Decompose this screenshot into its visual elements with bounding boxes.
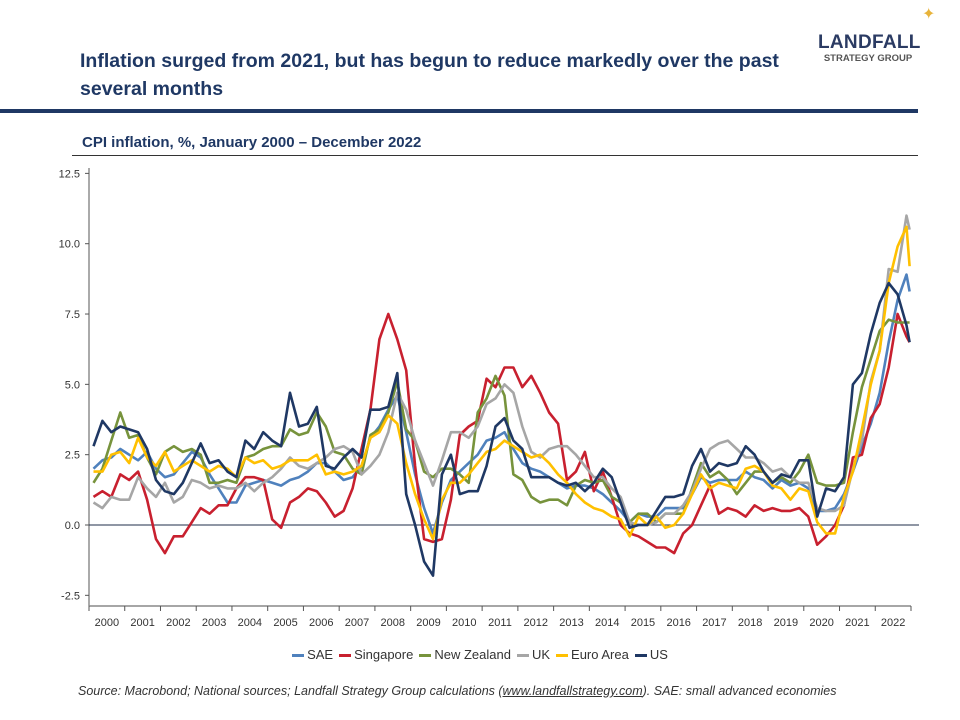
star-icon: ✦ bbox=[922, 6, 936, 23]
y-tick-label: 12.5 bbox=[59, 168, 80, 180]
series-line-us bbox=[92, 281, 911, 577]
legend-swatch bbox=[634, 654, 647, 658]
x-tick-label: 2014 bbox=[595, 617, 619, 629]
x-tick-label: 2016 bbox=[666, 617, 690, 629]
legend-item: Euro Area bbox=[556, 647, 629, 662]
x-tick-label: 2009 bbox=[416, 617, 440, 629]
legend-label: New Zealand bbox=[434, 647, 511, 662]
x-tick-label: 2006 bbox=[309, 617, 333, 629]
x-tick-label: 2002 bbox=[166, 617, 190, 629]
page-title: Inflation surged from 2021, but has begu… bbox=[80, 50, 779, 100]
x-tick-label: 2012 bbox=[523, 617, 547, 629]
chart-title: CPI inflation, %, January 2000 – Decembe… bbox=[82, 134, 422, 151]
chart-legend: SAE Singapore New Zealand UK Euro Area US bbox=[0, 647, 960, 662]
legend-item: Singapore bbox=[339, 647, 413, 662]
legend-label: US bbox=[649, 647, 668, 662]
y-tick-label: 2.5 bbox=[65, 450, 80, 462]
legend-swatch bbox=[292, 654, 305, 658]
legend-label: Singapore bbox=[354, 647, 414, 662]
legend-item: New Zealand bbox=[419, 647, 511, 662]
x-tick-label: 2003 bbox=[202, 617, 226, 629]
x-tick-label: 2021 bbox=[845, 617, 869, 629]
x-tick-label: 2018 bbox=[738, 617, 762, 629]
x-tick-label: 2019 bbox=[774, 617, 798, 629]
legend-swatch bbox=[516, 654, 529, 658]
series-line-new-zealand bbox=[92, 318, 910, 524]
x-tick-label: 2007 bbox=[345, 617, 369, 629]
legend-swatch bbox=[419, 654, 432, 658]
y-tick-label: 7.5 bbox=[65, 309, 80, 321]
x-tick-label: 2005 bbox=[273, 617, 297, 629]
x-tick-label: 2010 bbox=[452, 617, 476, 629]
header-divider bbox=[0, 109, 918, 113]
x-tick-label: 2017 bbox=[702, 617, 726, 629]
series-line-uk bbox=[92, 214, 911, 527]
legend-item: US bbox=[634, 647, 668, 662]
x-tick-label: 2022 bbox=[881, 617, 905, 629]
x-tick-label: 2020 bbox=[809, 617, 833, 629]
source-note: Source: Macrobond; National sources; Lan… bbox=[78, 684, 836, 698]
x-tick-label: 2004 bbox=[238, 617, 262, 629]
legend-label: SAE bbox=[307, 647, 334, 662]
legend-label: UK bbox=[531, 647, 551, 662]
source-prefix: Source: Macrobond; National sources; Lan… bbox=[78, 684, 503, 698]
y-tick-label: 0.0 bbox=[65, 520, 80, 532]
x-tick-label: 2015 bbox=[631, 617, 655, 629]
y-tick-label: 5.0 bbox=[65, 379, 80, 391]
logo-sub-text: STRATEGY GROUP bbox=[823, 53, 913, 64]
logo-main-text: LANDFALL bbox=[818, 32, 921, 53]
x-tick-label: 2011 bbox=[488, 617, 512, 629]
series-line-singapore bbox=[92, 312, 911, 555]
source-suffix: ). SAE: small advanced economies bbox=[642, 684, 837, 698]
legend-swatch bbox=[339, 654, 352, 658]
x-tick-label: 2008 bbox=[381, 617, 405, 629]
legend-swatch bbox=[556, 654, 569, 658]
legend-item: UK bbox=[516, 647, 551, 662]
x-tick-label: 2000 bbox=[95, 617, 119, 629]
legend-label: Euro Area bbox=[571, 647, 629, 662]
source-link[interactable]: www.landfallstrategy.com bbox=[502, 684, 643, 698]
y-tick-label: -2.5 bbox=[61, 590, 80, 602]
y-tick-label: 10.0 bbox=[59, 239, 80, 251]
legend-item: SAE bbox=[292, 647, 333, 662]
landfall-logo: LANDFALL STRATEGY GROUP bbox=[818, 32, 921, 65]
series-line-sae bbox=[92, 273, 911, 535]
x-tick-label: 2001 bbox=[130, 617, 154, 629]
series-line-euro-area bbox=[93, 225, 911, 541]
x-tick-label: 2013 bbox=[559, 617, 583, 629]
chart-title-divider bbox=[72, 155, 918, 156]
